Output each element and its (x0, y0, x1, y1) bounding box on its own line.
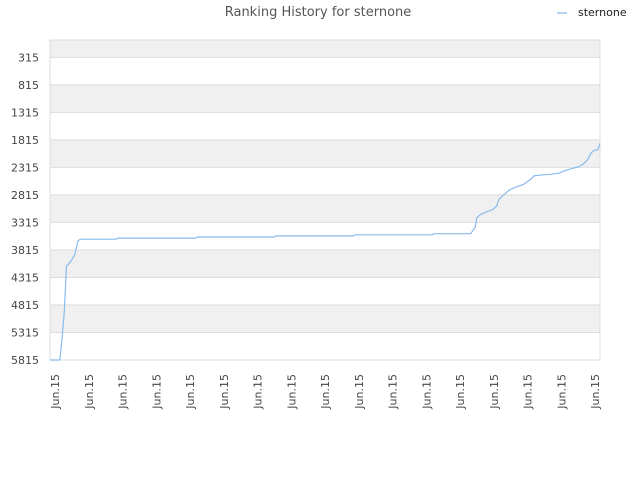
legend: sternone (557, 6, 627, 19)
y-tick-label: 5315 (11, 326, 39, 339)
series-group (50, 143, 601, 361)
y-tick-label: 1315 (11, 106, 39, 119)
x-tick-label: Jun.15 (589, 374, 602, 410)
plot-band (50, 84, 600, 113)
y-tick-label: 5815 (11, 354, 39, 367)
plot-band (50, 40, 600, 58)
x-tick-label: Jun.15 (522, 374, 535, 410)
plot-band (50, 112, 600, 140)
x-tick-label: Jun.15 (184, 374, 197, 410)
x-tick-label: Jun.15 (387, 374, 400, 410)
chart-title: Ranking History for sternone (225, 5, 412, 20)
plot-bands (50, 40, 600, 360)
y-axis-ticks: 315 815 1315 1815 2315 2815 3315 3815 4315 4815 53… (11, 51, 39, 367)
x-tick-label: Jun.15 (83, 374, 96, 410)
y-tick-label: 3315 (11, 216, 39, 229)
plot-border (49, 39, 601, 361)
plot-band (50, 167, 600, 195)
x-tick-label: Jun.15 (420, 374, 433, 410)
x-tick-label: Jun.15 (353, 374, 366, 410)
x-tick-label: Jun.15 (252, 374, 265, 410)
y-tick-label: 4815 (11, 299, 39, 312)
x-tick-label: Jun.15 (49, 374, 62, 410)
y-tick-label: 2315 (11, 161, 39, 174)
x-tick-label: Jun.15 (488, 374, 501, 410)
plot-band (50, 332, 600, 360)
plot-band (50, 139, 600, 168)
y-tick-label: 4315 (11, 271, 39, 284)
x-axis-ticks: Jun.15 Jun.15 Jun.15 Jun.15 Jun.15 Jun.15 Jun.… (49, 374, 602, 410)
gridlines (49, 39, 601, 361)
y-tick-label: 315 (18, 51, 39, 64)
series-line-sternone (50, 143, 601, 361)
y-tick-label: 815 (18, 79, 39, 92)
x-tick-label: Jun.15 (218, 374, 231, 410)
legend-label-sternone: sternone (578, 6, 627, 19)
x-tick-label: Jun.15 (454, 374, 467, 410)
x-tick-label: Jun.15 (319, 374, 332, 410)
y-tick-label: 2815 (11, 189, 39, 202)
x-tick-label: Jun.15 (150, 374, 163, 410)
x-tick-label: Jun.15 (555, 374, 568, 410)
x-tick-label: Jun.15 (285, 374, 298, 410)
plot-band (50, 277, 600, 305)
plot-band (50, 194, 600, 223)
x-tick-label: Jun.15 (117, 374, 130, 410)
y-tick-label: 3815 (11, 244, 39, 257)
plot-band (50, 57, 600, 85)
plot-band (50, 249, 600, 278)
plot-band (50, 304, 600, 333)
y-tick-label: 1815 (11, 134, 39, 147)
